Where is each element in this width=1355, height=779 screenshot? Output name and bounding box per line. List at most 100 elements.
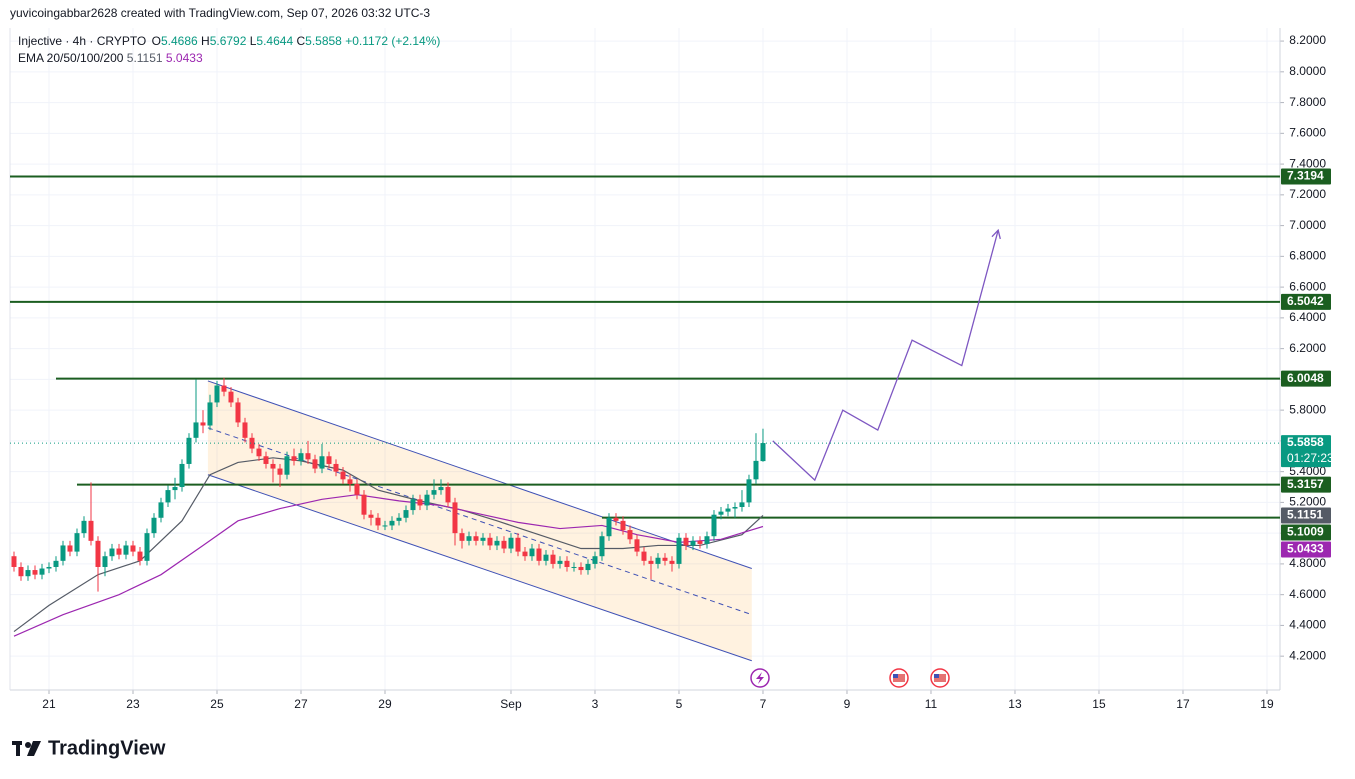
- candle-body: [319, 456, 325, 469]
- x-tick-label: 21: [42, 697, 56, 711]
- candle-body: [529, 548, 535, 557]
- candle-body: [32, 570, 38, 575]
- candle-body: [389, 520, 395, 526]
- open-label: O: [152, 34, 161, 48]
- candle-body: [235, 402, 241, 423]
- y-tick-label: 5.8000: [1289, 402, 1326, 416]
- candle-body: [165, 490, 171, 503]
- y-tick-label: 4.8000: [1289, 556, 1326, 570]
- candle-body: [137, 551, 143, 561]
- candle-body: [186, 437, 192, 464]
- candle-body: [459, 533, 465, 541]
- y-tick-label: 7.8000: [1289, 95, 1326, 109]
- price-box-label: 5.1009: [1287, 525, 1324, 539]
- price-box: [1281, 168, 1331, 185]
- logo: [12, 741, 41, 756]
- y-tick-label: 4.4000: [1289, 618, 1326, 632]
- candle-body: [452, 502, 458, 534]
- x-tick-label: 13: [1008, 697, 1022, 711]
- candle-body: [340, 471, 346, 480]
- candle-body: [88, 520, 94, 541]
- candle-body: [480, 537, 486, 541]
- x-tick-label: 17: [1176, 697, 1190, 711]
- x-tick-label: 7: [760, 697, 767, 711]
- candle-body: [571, 566, 577, 568]
- y-tick-label: 7.4000: [1289, 156, 1326, 170]
- y-tick-label: 6.8000: [1289, 249, 1326, 263]
- candle-body: [242, 422, 248, 438]
- header: Injective · 4h · CRYPTO O5.4686 H5.6792 …: [18, 34, 440, 48]
- price-box: [1281, 541, 1331, 558]
- candle-body: [753, 460, 759, 480]
- brand: TradingView: [48, 737, 166, 759]
- price-box: [1281, 293, 1331, 310]
- y-tick-label: 7.6000: [1289, 126, 1326, 140]
- candle-body: [179, 463, 185, 488]
- price-box-label: 5.3157: [1287, 477, 1324, 491]
- candle-body: [606, 517, 612, 537]
- candle-body: [312, 459, 318, 469]
- candle-body: [277, 468, 283, 475]
- candle-body: [445, 487, 451, 503]
- candle-body: [256, 448, 262, 457]
- candle-body: [144, 533, 150, 561]
- price-box-label: 7.3194: [1287, 169, 1324, 183]
- candle-body: [67, 545, 73, 552]
- ema-legend: EMA 20/50/100/200 5.1151 5.0433: [18, 51, 203, 65]
- x-tick-label: 29: [378, 697, 392, 711]
- x-tick-label: 11: [925, 697, 938, 711]
- candle-body: [347, 479, 353, 484]
- symbol: Injective · 4h · CRYPTO: [18, 34, 146, 48]
- candle-body: [550, 554, 556, 564]
- x-tick-label: 19: [1260, 697, 1274, 711]
- candle-body: [641, 551, 647, 561]
- y-tick-label: 6.4000: [1289, 310, 1326, 324]
- candle-body: [676, 537, 682, 564]
- channel-lower: [207, 474, 752, 662]
- candle-body: [18, 566, 24, 577]
- high-value: 5.6792: [210, 34, 247, 48]
- candle-body: [501, 540, 507, 549]
- price-box-label: 5.5858: [1287, 435, 1324, 449]
- candle-body: [508, 537, 514, 549]
- low-label: L: [250, 34, 257, 48]
- candle-body: [543, 554, 549, 561]
- x-tick-label: 3: [592, 697, 599, 711]
- candle-body: [760, 443, 766, 462]
- price-box: [1281, 476, 1331, 493]
- candle-body: [326, 456, 332, 464]
- candle-body: [60, 545, 66, 561]
- candle-body: [263, 456, 269, 464]
- candle-body: [11, 556, 17, 567]
- candle-body: [403, 510, 409, 518]
- candle-body: [396, 517, 402, 521]
- candle-body: [354, 483, 360, 495]
- candle-body: [466, 536, 472, 541]
- candle-body: [81, 520, 87, 534]
- plot: [9, 28, 1284, 694]
- price-box-label: 6.5042: [1287, 294, 1324, 308]
- price-box: [1281, 435, 1331, 468]
- channel-fill: [207, 380, 752, 661]
- y-tick-label: 7.0000: [1289, 218, 1326, 232]
- candle-body: [151, 517, 157, 534]
- candle-body: [116, 548, 122, 555]
- candle-body: [291, 456, 297, 461]
- candle-body: [711, 514, 717, 537]
- ema-line: [13, 457, 764, 633]
- x-tick-label: 23: [126, 697, 140, 711]
- candle-body: [725, 508, 731, 512]
- price-box-label: 5.1151: [1287, 508, 1323, 522]
- candle-body: [221, 385, 227, 392]
- candle-body: [557, 560, 563, 564]
- candle-body: [46, 566, 52, 569]
- y-tick-label: 4.2000: [1289, 648, 1326, 662]
- price-box: [1281, 370, 1331, 387]
- event-icons: [750, 668, 950, 688]
- candle-body: [74, 533, 80, 552]
- candle-body: [200, 422, 206, 426]
- candle-body: [431, 490, 437, 495]
- y-tick-label: 8.0000: [1289, 64, 1326, 78]
- low-value: 5.4644: [256, 34, 293, 48]
- y-tick-label: 5.4000: [1289, 464, 1326, 478]
